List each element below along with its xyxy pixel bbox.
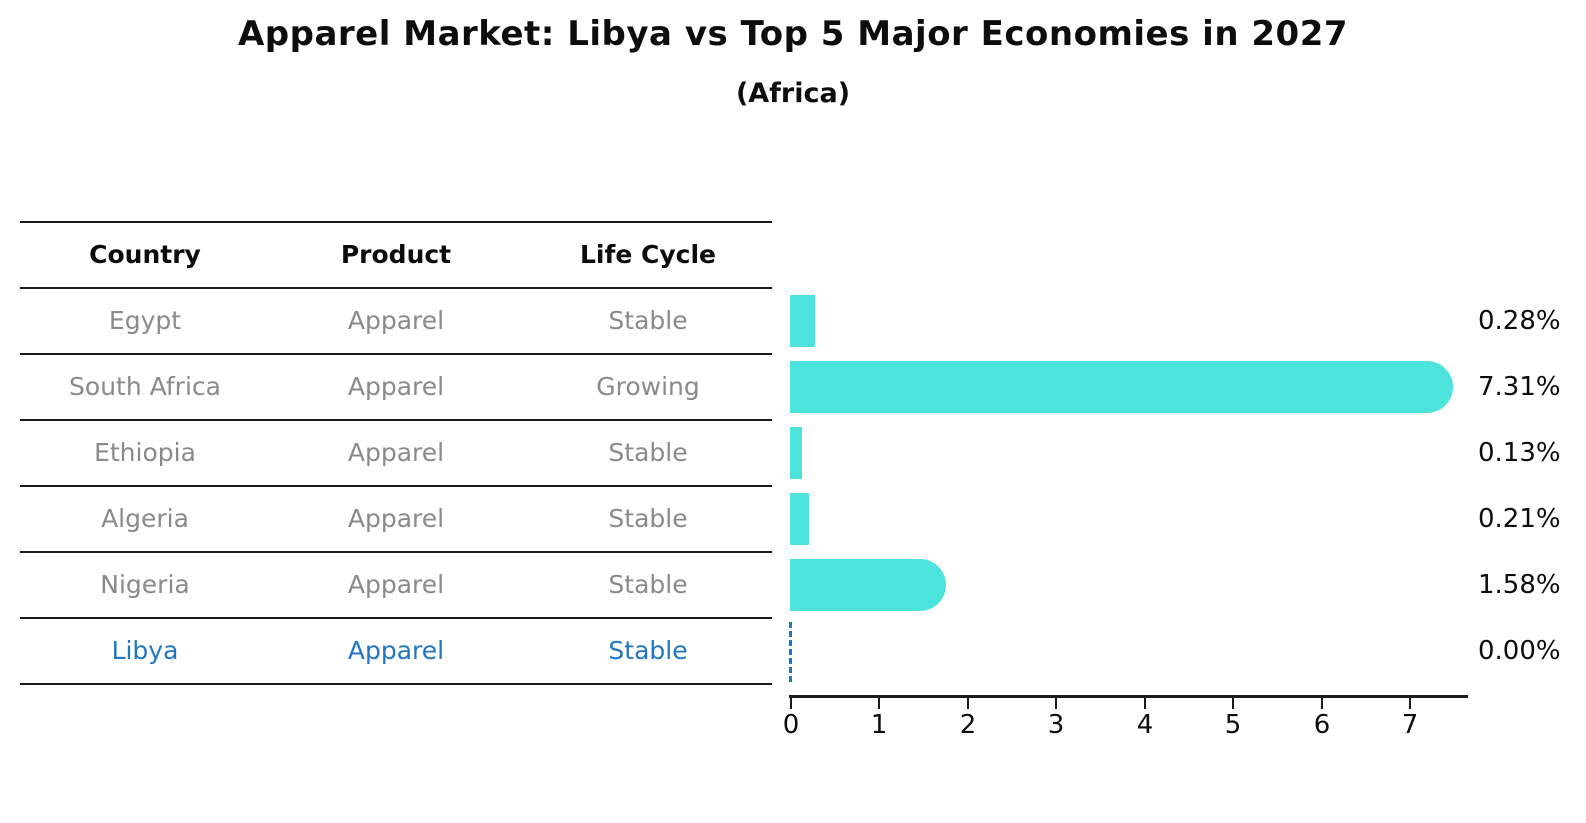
column-header-product: Product xyxy=(340,240,452,269)
country-cell: Egypt xyxy=(108,306,182,335)
x-axis-tick xyxy=(967,698,969,709)
column-header-country: Country xyxy=(89,240,201,269)
column-header-lifecycle: Life Cycle xyxy=(579,240,717,269)
country-cell: Libya xyxy=(111,636,179,665)
x-axis-tick xyxy=(1232,698,1234,709)
value-label-egypt: 0.28% xyxy=(1478,306,1561,336)
product-cell: Apparel xyxy=(347,306,445,335)
x-tick-label: 7 xyxy=(1401,710,1419,740)
x-axis-tick xyxy=(878,698,880,709)
x-axis-line xyxy=(789,695,1468,698)
value-label-nigeria: 1.58% xyxy=(1478,570,1561,600)
lifecycle-cell: Growing xyxy=(596,372,700,401)
table-rule xyxy=(20,617,772,619)
table-rule xyxy=(20,485,772,487)
country-cell: South Africa xyxy=(69,372,221,401)
value-label-algeria: 0.21% xyxy=(1478,504,1561,534)
libya-zero-dashed-marker xyxy=(789,622,792,682)
product-cell: Apparel xyxy=(347,636,445,665)
table-rule xyxy=(20,353,772,355)
x-axis-tick xyxy=(790,698,792,709)
table-rule xyxy=(20,683,772,685)
product-cell: Apparel xyxy=(347,372,445,401)
x-axis-tick xyxy=(1144,698,1146,709)
country-cell: Algeria xyxy=(101,504,189,533)
table-rule xyxy=(20,551,772,553)
country-cell: Nigeria xyxy=(100,570,190,599)
product-cell: Apparel xyxy=(347,504,445,533)
x-tick-label: 4 xyxy=(1136,710,1154,740)
bar-algeria xyxy=(790,493,809,545)
table-rule xyxy=(20,419,772,421)
x-tick-label: 5 xyxy=(1224,710,1242,740)
x-tick-label: 0 xyxy=(782,710,800,740)
value-label-libya: 0.00% xyxy=(1478,636,1561,666)
product-cell: Apparel xyxy=(347,570,445,599)
x-tick-label: 6 xyxy=(1313,710,1331,740)
bar-south-africa xyxy=(790,361,1453,413)
chart-subtitle: (Africa) xyxy=(735,78,851,109)
table-rule xyxy=(20,221,772,223)
product-cell: Apparel xyxy=(347,438,445,467)
lifecycle-cell: Stable xyxy=(608,438,688,467)
x-axis-tick xyxy=(1321,698,1323,709)
chart-title: Apparel Market: Libya vs Top 5 Major Eco… xyxy=(237,14,1349,54)
x-tick-label: 3 xyxy=(1047,710,1065,740)
value-label-ethiopia: 0.13% xyxy=(1478,438,1561,468)
table-rule xyxy=(20,287,772,289)
bar-ethiopia xyxy=(790,427,802,479)
lifecycle-cell: Stable xyxy=(608,636,688,665)
country-cell: Ethiopia xyxy=(94,438,196,467)
bar-egypt xyxy=(790,295,815,347)
lifecycle-cell: Stable xyxy=(608,306,688,335)
x-tick-label: 2 xyxy=(959,710,977,740)
lifecycle-cell: Stable xyxy=(608,570,688,599)
x-axis-tick xyxy=(1055,698,1057,709)
lifecycle-cell: Stable xyxy=(608,504,688,533)
value-label-south-africa: 7.31% xyxy=(1478,372,1561,402)
bar-nigeria xyxy=(790,559,946,611)
x-axis-tick xyxy=(1409,698,1411,709)
x-tick-label: 1 xyxy=(870,710,888,740)
